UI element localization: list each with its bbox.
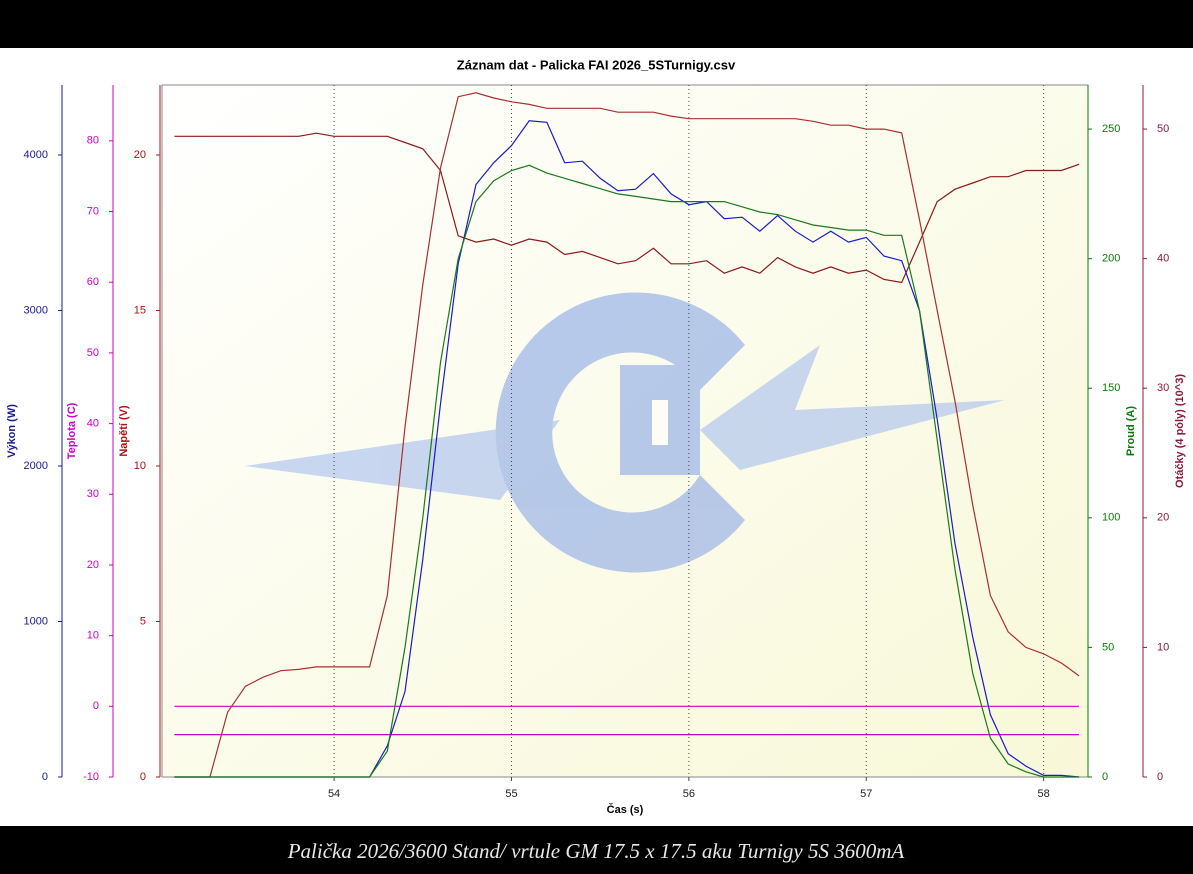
- y-tick-label: 10: [134, 460, 146, 472]
- y-tick-label: 1000: [24, 615, 48, 627]
- y-tick-label: 0: [1157, 771, 1163, 783]
- x-axis-label: Čas (s): [607, 803, 644, 816]
- y-tick-label: -10: [83, 771, 99, 783]
- series-line: [174, 164, 1080, 778]
- y-tick-label: 50: [1157, 123, 1169, 135]
- y-tick-label: 5: [140, 615, 146, 627]
- y-tick-label: 30: [87, 488, 99, 500]
- y-tick-label: 30: [1157, 382, 1169, 394]
- y-tick-label: 250: [1102, 123, 1120, 135]
- y-tick-label: 0: [1102, 771, 1108, 783]
- y-tick-label: 0: [140, 771, 146, 783]
- y-tick-label: 10: [1157, 641, 1169, 653]
- y-tick-label: 0: [93, 700, 99, 712]
- y-axis-label: Otáčky (4 póly) (10^3): [1174, 374, 1186, 488]
- top-bar: [0, 0, 1193, 48]
- chart-title: Záznam dat - Palicka FAI 2026_5STurnigy.…: [457, 57, 736, 72]
- y-tick-label: 60: [87, 276, 99, 288]
- y-axis-label: Teplota (C): [66, 402, 78, 459]
- y-tick-label: 50: [1102, 641, 1114, 653]
- y-tick-label: 0: [42, 771, 48, 783]
- y-tick-label: 15: [134, 304, 146, 316]
- y-tick-label: 200: [1102, 253, 1120, 265]
- x-tick-label: 54: [328, 788, 340, 800]
- y-tick-label: 80: [87, 135, 99, 147]
- caption: Palička 2026/3600 Stand/ vrtule GM 17.5 …: [287, 839, 905, 863]
- y-tick-label: 20: [87, 559, 99, 571]
- x-tick-label: 58: [1038, 788, 1050, 800]
- y-tick-label: 20: [1157, 512, 1169, 524]
- y-axis-label: Proud (A): [1125, 406, 1137, 456]
- y-tick-label: 150: [1102, 382, 1120, 394]
- y-tick-label: 3000: [24, 304, 48, 316]
- x-tick-label: 55: [505, 788, 517, 800]
- y-tick-label: 20: [134, 149, 146, 161]
- y-tick-label: 2000: [24, 460, 48, 472]
- series-line: [174, 92, 1080, 778]
- y-tick-label: 40: [87, 417, 99, 429]
- y-tick-label: 40: [1157, 253, 1169, 265]
- watermark-logo: [245, 292, 1005, 573]
- x-tick-label: 56: [683, 788, 695, 800]
- y-tick-label: 10: [87, 630, 99, 642]
- y-tick-label: 50: [87, 347, 99, 359]
- y-axis-label: Napětí (V): [118, 405, 130, 457]
- bottom-bar: [0, 826, 1193, 874]
- y-tick-label: 100: [1102, 512, 1120, 524]
- y-tick-label: 4000: [24, 149, 48, 161]
- x-tick-label: 57: [860, 788, 872, 800]
- y-axis-label: Výkon (W): [6, 404, 18, 458]
- y-tick-label: 70: [87, 205, 99, 217]
- series-line: [174, 132, 1080, 284]
